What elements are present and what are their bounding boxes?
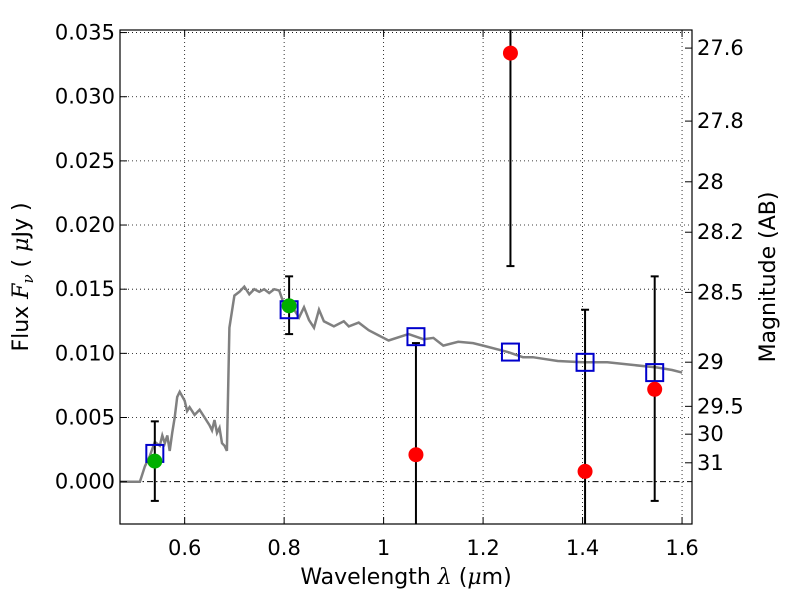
y-tick-label: 0.025 (55, 149, 115, 173)
x-tick-label: 1.4 (566, 536, 599, 560)
detection-point (281, 298, 297, 314)
y2-tick-labels: 27.6 27.8 28 28.2 28.5 29 29.5 30 31 (697, 36, 744, 475)
model-band-markers (145, 300, 665, 463)
x-tick-label: 0.8 (267, 536, 300, 560)
y2-tick-label: 31 (697, 451, 724, 475)
x-tick-label: 0.6 (168, 536, 201, 560)
y-tick-labels: 0.000 0.005 0.010 0.015 0.020 0.025 0.030 0.035 (55, 21, 115, 494)
model-band-square (406, 327, 426, 347)
grid-lines (120, 30, 692, 524)
y-tick-label: 0.000 (55, 470, 115, 494)
x-axis-title: Wavelength λ (μm) (300, 565, 511, 590)
y2-tick-label: 28.5 (697, 280, 744, 304)
x-tick-labels: 0.6 0.8 1 1.2 1.4 1.6 (168, 536, 699, 560)
plot-area (120, 30, 683, 524)
y-tick-label: 0.015 (55, 277, 115, 301)
y2-tick-label: 29 (697, 350, 724, 374)
y2-tick-label: 30 (697, 422, 724, 446)
y2-axis-title: Magnitude (AB) (756, 192, 781, 363)
y-tick-label: 0.030 (55, 85, 115, 109)
detection-point (147, 453, 163, 469)
photometry-markers (147, 45, 663, 479)
model-band-square (645, 363, 665, 383)
y-tick-label: 0.035 (55, 21, 115, 45)
sed-template-line (120, 284, 683, 483)
y-tick-label: 0.020 (55, 213, 115, 237)
y2-tick-label: 28.2 (697, 220, 744, 244)
plot-frame (119, 29, 693, 525)
axis-ticks (120, 30, 692, 524)
y2-tick-label: 29.5 (697, 394, 744, 418)
nondetection-point (502, 45, 518, 61)
x-tick-label: 1.2 (466, 536, 499, 560)
y2-tick-label: 28 (697, 170, 724, 194)
nondetection-point (577, 463, 593, 479)
y-tick-label: 0.010 (55, 341, 115, 365)
x-tick-label: 1.6 (665, 536, 698, 560)
model-band-square (575, 352, 595, 372)
y-tick-label: 0.005 (55, 406, 115, 430)
nondetection-point (647, 381, 663, 397)
y2-tick-label: 27.6 (697, 36, 744, 60)
model-band-square (500, 342, 520, 362)
y-axis-title: Flux Fν ( μJy ) (9, 202, 37, 351)
nondetection-point (408, 447, 424, 463)
error-bars (150, 30, 659, 524)
y2-tick-label: 27.8 (697, 109, 744, 133)
x-tick-label: 1 (377, 536, 390, 560)
